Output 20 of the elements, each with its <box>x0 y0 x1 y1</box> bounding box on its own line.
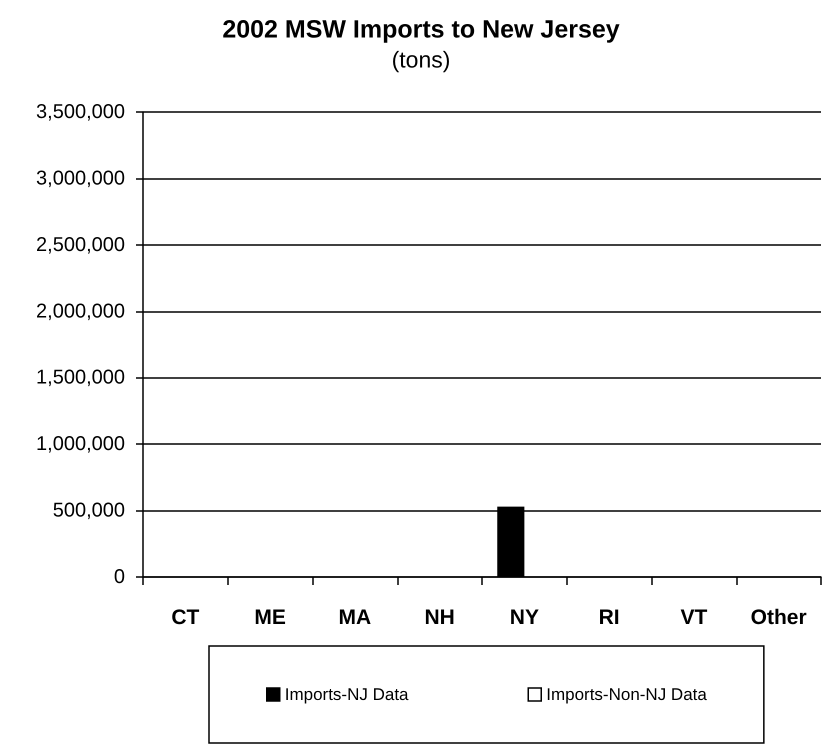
y-tick-label: 2,000,000 <box>36 300 125 322</box>
x-tick-label: VT <box>680 606 708 629</box>
x-tick-label: NY <box>510 606 539 629</box>
y-tick-label: 3,000,000 <box>36 167 125 190</box>
x-tick-label: NH <box>424 606 455 629</box>
y-tick-label: 3,500,000 <box>36 101 125 123</box>
legend-label: Imports-Non-NJ Data <box>546 685 708 704</box>
y-tick-label: 1,000,000 <box>36 433 125 456</box>
y-tick-label: 1,500,000 <box>36 366 125 389</box>
x-tick-label: MA <box>338 606 372 629</box>
chart-subtitle: (tons) <box>392 46 450 72</box>
x-tick-label: RI <box>598 606 620 629</box>
legend-label: Imports-NJ Data <box>284 685 410 704</box>
chart-title: 2002 MSW Imports to New Jersey <box>222 16 620 44</box>
y-tick-label: 500,000 <box>52 500 125 522</box>
x-tick-label: ME <box>254 606 286 629</box>
y-tick-label: 0 <box>114 566 125 588</box>
y-tick-label: 2,500,000 <box>36 234 125 256</box>
x-tick-label: CT <box>171 606 200 629</box>
x-tick-label: Other <box>750 606 807 629</box>
